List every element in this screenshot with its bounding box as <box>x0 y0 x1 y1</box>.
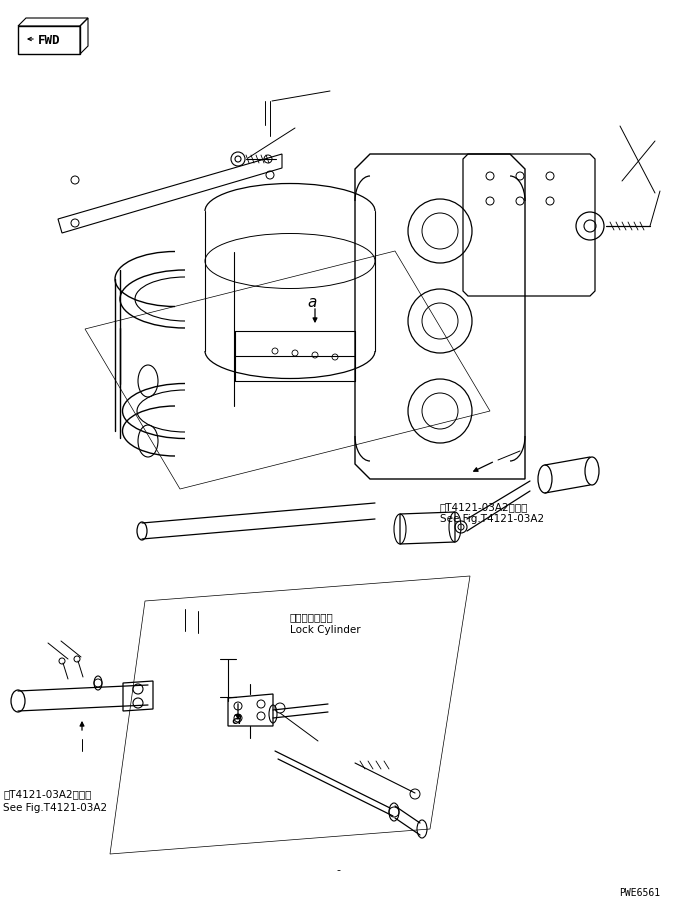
Text: 第T4121-03A2図参照: 第T4121-03A2図参照 <box>440 501 529 511</box>
Text: ロックシリンダ: ロックシリンダ <box>290 611 334 621</box>
Text: See Fig.T4121-03A2: See Fig.T4121-03A2 <box>3 802 107 812</box>
Text: -: - <box>336 864 340 874</box>
Text: FWD: FWD <box>38 34 60 46</box>
Text: Lock Cylinder: Lock Cylinder <box>290 624 360 634</box>
Text: a: a <box>231 710 241 727</box>
Text: See Fig.T4121-03A2: See Fig.T4121-03A2 <box>440 514 544 524</box>
Text: 第T4121-03A2図参照: 第T4121-03A2図参照 <box>3 788 91 798</box>
Text: a: a <box>308 294 316 309</box>
Text: PWE6561: PWE6561 <box>619 887 660 897</box>
